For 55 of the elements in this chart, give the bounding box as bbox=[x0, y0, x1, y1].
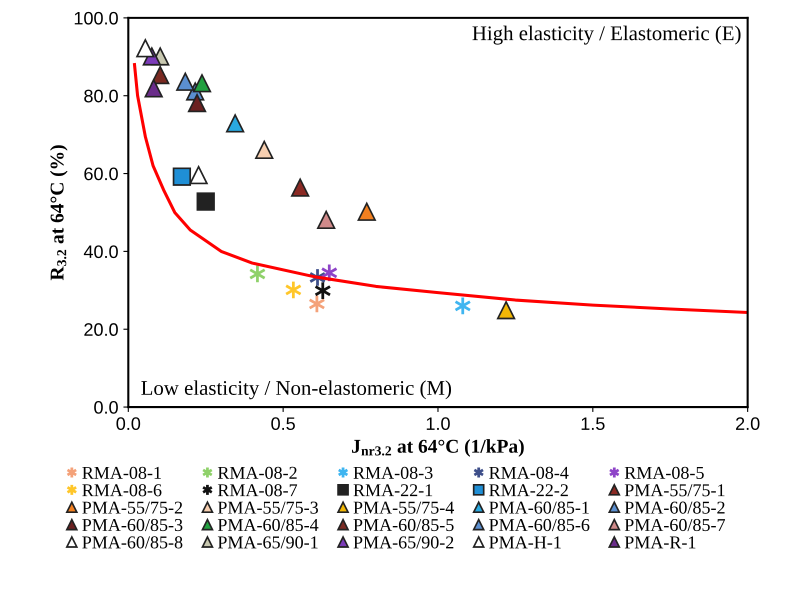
y-tick-label: 80.0 bbox=[84, 90, 118, 102]
point bbox=[176, 72, 194, 91]
y-tick-label: 40.0 bbox=[84, 245, 118, 258]
legend-label: RMA-08-1 bbox=[82, 466, 161, 479]
legend-label: PMA-65/90-2 bbox=[354, 536, 454, 548]
point bbox=[192, 74, 212, 92]
x-tick-label: 0.5 bbox=[271, 417, 295, 430]
y-tick-label: 100.0 bbox=[74, 12, 118, 25]
legend-label: RMA-22-1 bbox=[354, 484, 432, 496]
point bbox=[226, 114, 244, 133]
legend-label: PMA-60/85-4 bbox=[218, 518, 318, 532]
point bbox=[255, 140, 274, 159]
legend-label: PMA-60/85-5 bbox=[354, 518, 454, 532]
annotation: High elasticity / Elastomeric (E) bbox=[472, 26, 741, 45]
legend-label: RMA-08-5 bbox=[624, 466, 704, 479]
point bbox=[496, 300, 516, 320]
legend-label: PMA-55/75-1 bbox=[624, 484, 724, 496]
legend-label: PMA-55/75-3 bbox=[218, 502, 318, 514]
legend-label: PMA-60/85-1 bbox=[489, 502, 589, 514]
legend-label: PMA-60/85-2 bbox=[624, 502, 725, 514]
point bbox=[188, 94, 206, 112]
annotation: Low elasticity / Non-elastomeric (M) bbox=[141, 380, 452, 400]
legend-label: RMA-08-3 bbox=[354, 466, 433, 479]
legend-label: RMA-08-7 bbox=[218, 484, 298, 496]
point bbox=[189, 166, 208, 184]
x-axis-title: J$_{nr3.2}$ at 64°C (1/kPa) bbox=[352, 439, 524, 457]
x-tick-label: 2.0 bbox=[736, 417, 760, 430]
y-axis-title: R$_{3.2}$ at 64°C (%) bbox=[50, 145, 68, 280]
x-tick-label: 1.0 bbox=[426, 417, 450, 430]
legend-label: PMA-60/85-6 bbox=[489, 518, 590, 532]
legend-label: RMA-08-6 bbox=[82, 484, 162, 496]
point bbox=[172, 168, 192, 186]
y-tick-label: 20.0 bbox=[84, 323, 118, 336]
point bbox=[144, 79, 163, 98]
point bbox=[317, 210, 336, 230]
legend-label: PMA-60/85-7 bbox=[624, 518, 726, 532]
x-tick-label: 0.0 bbox=[116, 417, 140, 430]
legend-label: RMA-08-4 bbox=[489, 466, 569, 479]
point bbox=[151, 66, 170, 84]
point bbox=[358, 202, 376, 221]
legend-label: PMA-55/75-4 bbox=[354, 502, 454, 514]
legend-label: PMA-60/85-8 bbox=[82, 536, 182, 548]
point bbox=[196, 192, 215, 211]
legend-label: RMA-22-2 bbox=[489, 484, 568, 496]
legend-label: PMA-60/85-3 bbox=[82, 518, 182, 532]
point bbox=[136, 39, 155, 58]
x-tick-label: 1.5 bbox=[582, 417, 605, 430]
point bbox=[291, 178, 310, 197]
legend-label: RMA-08-2 bbox=[218, 466, 297, 479]
y-tick-label: 0.0 bbox=[94, 401, 118, 414]
legend-label: PMA-H-1 bbox=[489, 536, 561, 548]
legend-label: PMA-55/75-2 bbox=[82, 502, 182, 514]
y-tick-label: 60.0 bbox=[84, 167, 118, 180]
legend-label: PMA-65/90-1 bbox=[218, 536, 318, 548]
legend-label: PMA-R-1 bbox=[624, 536, 696, 548]
